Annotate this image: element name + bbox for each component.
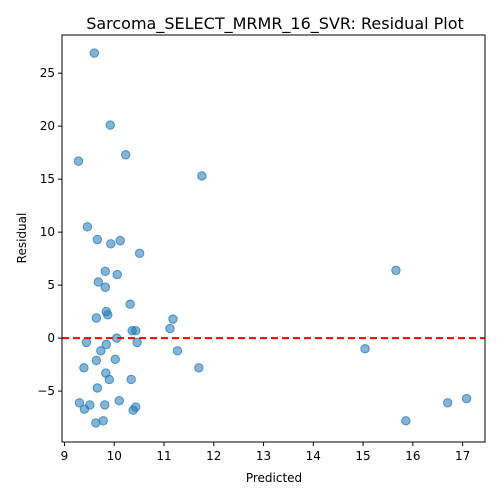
data-point-50 — [461, 393, 472, 404]
data-point-47 — [91, 418, 101, 428]
chart-title: Sarcoma_SELECT_MRMR_16_SVR: Residual Plo… — [86, 14, 464, 34]
data-point-20 — [168, 314, 178, 324]
data-point-11 — [100, 266, 110, 277]
data-point-25 — [81, 337, 92, 348]
y-tick-label: 0 — [47, 331, 55, 345]
data-point-37 — [126, 374, 136, 385]
data-point-1 — [89, 48, 100, 58]
data-point-14 — [93, 277, 104, 287]
y-tick-label: 15 — [40, 172, 55, 186]
x-tick-label: 16 — [405, 449, 420, 463]
x-axis-label: Predicted — [246, 471, 302, 485]
y-tick-label: 5 — [47, 278, 55, 292]
x-axis: 9 10 11 12 13 14 15 16 17 — [61, 442, 470, 463]
data-point-27 — [101, 339, 111, 350]
data-point-5 — [197, 171, 207, 181]
y-tick-label: 20 — [40, 119, 55, 133]
data-point-49 — [442, 398, 453, 408]
y-tick-label: 25 — [40, 66, 55, 80]
data-point-38 — [92, 383, 103, 393]
data-point-9 — [115, 235, 125, 246]
data-point-10 — [134, 248, 145, 259]
y-axis-label: Residual — [15, 213, 29, 264]
data-point-39 — [74, 398, 85, 408]
plot-frame — [61, 34, 486, 443]
data-point-3 — [120, 150, 131, 160]
data-point-15 — [100, 282, 110, 292]
y-axis: −5 0 5 10 15 20 25 — [37, 66, 62, 398]
data-point-41 — [100, 400, 110, 410]
y-tick-label: −5 — [37, 384, 55, 398]
data-point-29 — [172, 346, 183, 356]
data-point-23 — [165, 323, 175, 334]
x-tick-label: 10 — [107, 449, 122, 463]
data-point-28 — [96, 346, 106, 356]
data-point-2 — [105, 120, 115, 130]
data-point-44 — [79, 404, 90, 414]
x-tick-label: 9 — [61, 449, 69, 463]
y-tick-label: 10 — [40, 225, 55, 239]
data-point-13 — [391, 265, 401, 275]
data-point-8 — [106, 239, 116, 249]
data-point-16 — [125, 299, 135, 309]
x-tick-label: 12 — [206, 449, 221, 463]
data-point-18 — [103, 310, 113, 320]
x-tick-label: 13 — [256, 449, 271, 463]
data-point-34 — [194, 363, 204, 373]
x-tick-label: 15 — [355, 449, 370, 463]
points-layer — [73, 48, 472, 428]
x-tick-label: 11 — [156, 449, 171, 463]
data-point-48 — [401, 416, 411, 426]
data-point-26 — [132, 337, 142, 348]
data-point-7 — [92, 234, 103, 245]
data-point-19 — [91, 313, 102, 323]
data-point-6 — [82, 222, 93, 232]
data-point-31 — [91, 355, 102, 366]
x-tick-label: 14 — [306, 449, 321, 463]
x-tick-label: 17 — [455, 449, 470, 463]
data-point-30 — [360, 344, 370, 354]
data-point-36 — [104, 374, 114, 385]
data-point-12 — [112, 269, 122, 280]
data-point-33 — [79, 363, 89, 373]
data-point-22 — [130, 326, 141, 336]
data-point-4 — [73, 156, 84, 166]
data-point-32 — [110, 354, 120, 365]
data-point-45 — [128, 405, 138, 415]
data-point-42 — [114, 395, 124, 406]
